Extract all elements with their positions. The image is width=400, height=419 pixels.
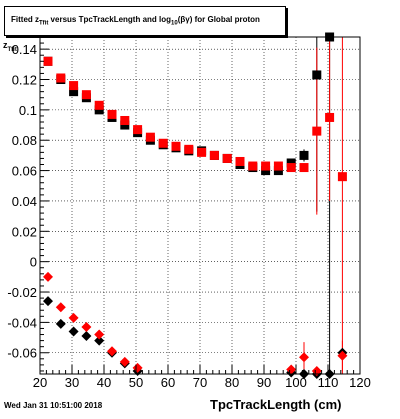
y-tick-label: 0.04 <box>12 194 37 209</box>
red-diamond-marker <box>81 321 92 332</box>
black-square-marker <box>273 166 283 176</box>
x-tick-label: 30 <box>65 375 79 390</box>
red-square-marker <box>81 90 91 100</box>
red-square-marker <box>337 172 347 182</box>
red-square-marker <box>248 161 258 171</box>
black-square-marker <box>286 158 296 168</box>
black-diamond-marker <box>43 296 53 307</box>
black-diamond-marker <box>55 318 66 329</box>
red-diamond-marker <box>107 346 117 357</box>
red-square-marker <box>56 73 66 83</box>
black-square-marker <box>120 120 130 130</box>
y-tick-label: 0.12 <box>12 73 37 88</box>
red-diamond-marker <box>119 356 130 367</box>
y-tick-label: 0.06 <box>12 164 37 179</box>
red-square-marker <box>197 147 207 157</box>
black-diamond-marker <box>94 335 105 346</box>
red-diamond-marker <box>43 271 53 282</box>
red-square-marker <box>299 163 309 173</box>
x-tick-label: 50 <box>129 375 143 390</box>
grid-layer <box>40 37 360 374</box>
x-tick-label: 100 <box>285 375 307 390</box>
black-diamond-marker <box>81 331 92 342</box>
x-tick-label: 80 <box>225 375 239 390</box>
x-tick-label: 70 <box>193 375 207 390</box>
y-tick-label: -0.04 <box>7 315 37 330</box>
black-square-marker <box>69 87 79 97</box>
red-square-marker <box>107 109 117 119</box>
y-tick-label: 0 <box>30 255 37 270</box>
y-axis-label: zTfit <box>3 40 17 53</box>
red-square-marker <box>145 132 155 142</box>
x-tick-label: 40 <box>97 375 111 390</box>
red-diamond-marker <box>311 365 322 376</box>
y-tick-label: 0.14 <box>12 42 37 57</box>
y-tick-label: -0.02 <box>7 285 37 300</box>
black-square-marker <box>261 166 271 176</box>
red-diamond-marker <box>286 364 297 375</box>
marker-layer <box>43 32 348 379</box>
red-diamond-marker <box>299 352 309 363</box>
black-diamond-marker <box>68 326 79 337</box>
red-square-marker <box>43 56 53 66</box>
red-diamond-marker <box>132 362 143 373</box>
x-axis-label: TpcTrackLength (cm) <box>210 397 342 412</box>
red-diamond-marker <box>94 329 105 340</box>
footer-date: Wed Jan 31 10:51:00 2018 <box>4 401 103 410</box>
red-square-marker <box>184 144 194 154</box>
red-square-marker <box>171 141 181 151</box>
x-tick-label: 120 <box>349 375 371 390</box>
black-square-marker <box>312 70 322 80</box>
red-square-marker <box>69 81 79 91</box>
red-square-marker <box>158 138 168 148</box>
red-square-marker <box>94 100 104 110</box>
title-box: Fitted zTfit versus TpcTrackLength and l… <box>4 6 286 36</box>
y-tick-label: 0.1 <box>19 103 37 118</box>
x-tick-label: 20 <box>33 375 47 390</box>
red-square-marker <box>133 125 143 135</box>
red-diamond-marker <box>337 350 348 361</box>
y-tick-label: -0.06 <box>7 346 37 361</box>
error-bar-layer <box>303 37 343 374</box>
x-tick-label: 110 <box>318 375 339 390</box>
red-square-marker <box>235 156 245 166</box>
red-square-marker <box>286 163 296 173</box>
black-square-marker <box>94 105 104 115</box>
x-tick-label: 60 <box>161 375 175 390</box>
red-square-marker <box>209 150 219 160</box>
red-diamond-marker <box>68 312 79 323</box>
y-tick-label: 0.08 <box>12 133 37 148</box>
red-square-marker <box>261 161 271 171</box>
red-square-marker <box>312 126 322 136</box>
x-tick-label: 90 <box>257 375 271 390</box>
red-square-marker <box>325 112 335 122</box>
red-diamond-marker <box>55 302 66 313</box>
tick-layer <box>39 42 361 374</box>
tick-label-layer: 20 30 40 50 60 70 80 90 100 110 120 -0.06 -0.04 -0.02… <box>7 42 370 390</box>
y-tick-label: 0.02 <box>12 224 37 239</box>
chart-title: Fitted zTfit versus TpcTrackLength and l… <box>11 15 260 27</box>
black-square-marker <box>299 150 309 160</box>
red-square-marker <box>273 161 283 171</box>
red-square-marker <box>120 115 130 125</box>
red-square-marker <box>222 153 232 163</box>
